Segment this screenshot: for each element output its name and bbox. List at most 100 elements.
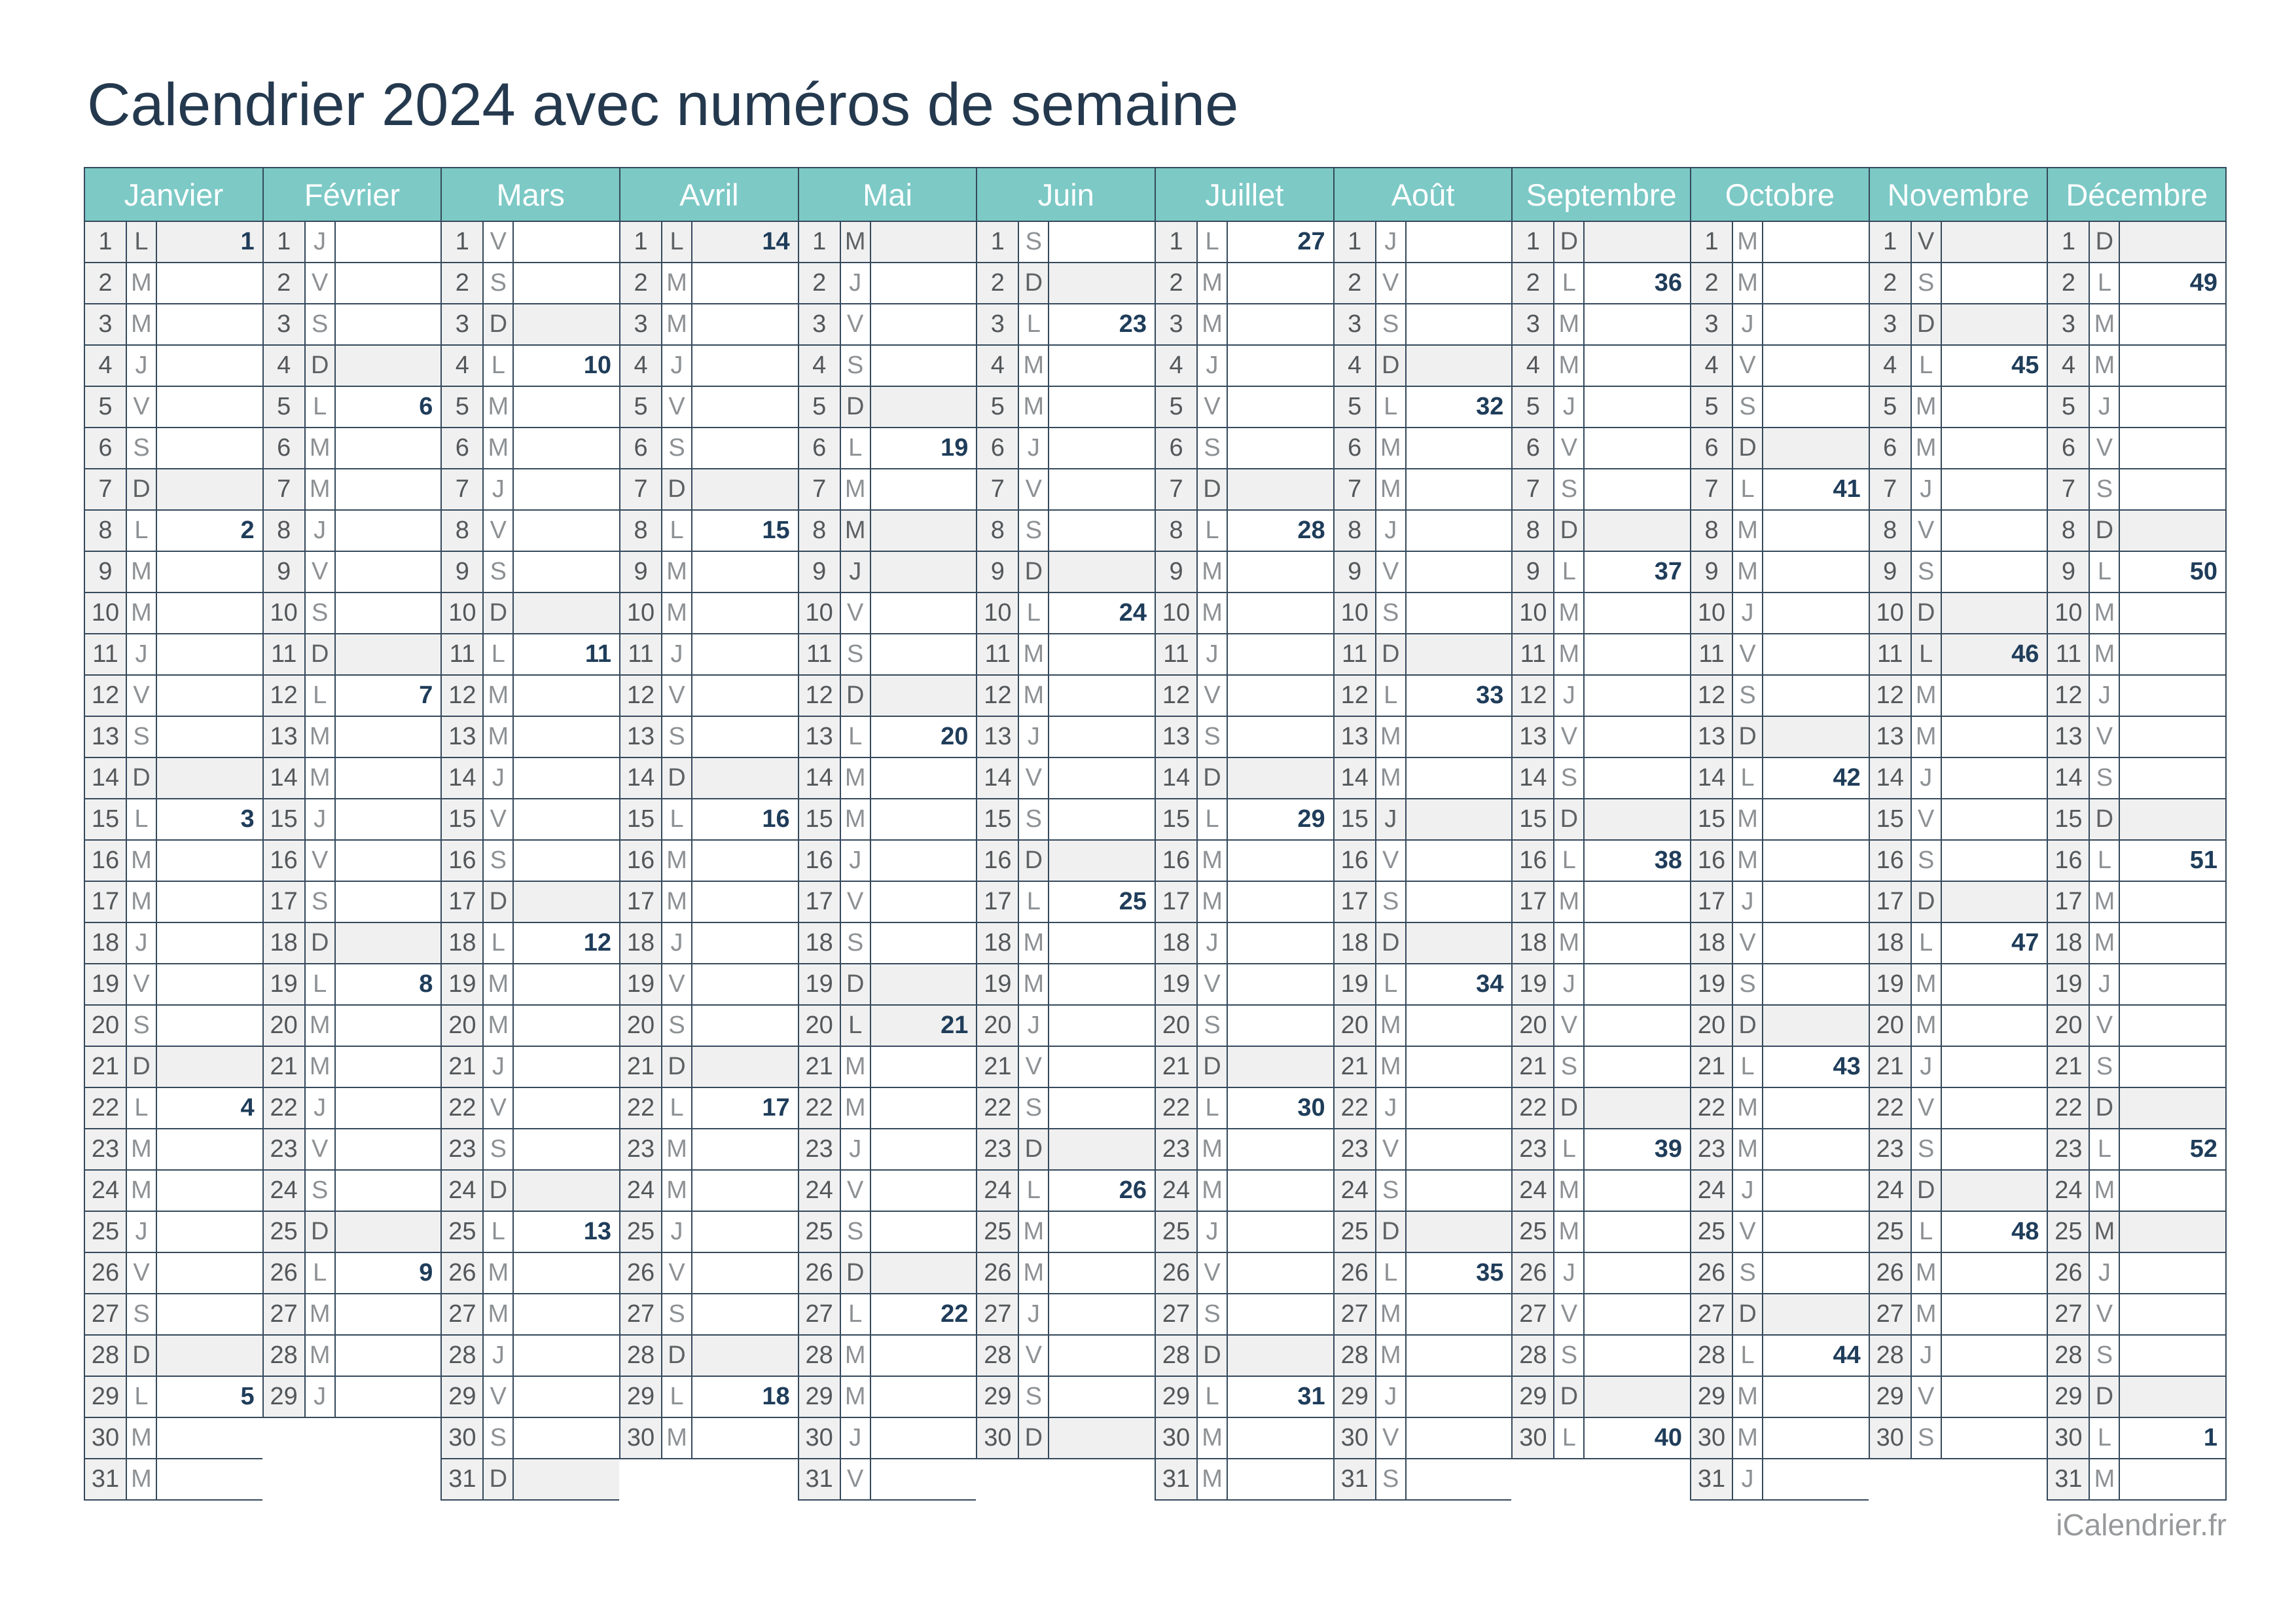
day-row: 26 M [977,1253,1155,1294]
week-number-cell [336,1377,441,1417]
day-row: 20 V [1513,1006,1691,1047]
day-letter-cell: J [127,634,157,674]
week-number-cell [692,469,798,509]
week-number-cell [1763,511,1869,551]
day-row: 24 S [1334,1171,1512,1212]
week-number-cell [514,469,619,509]
week-number-cell [1228,1171,1333,1211]
week-number-cell [871,469,977,509]
day-letter-cell: D [1019,841,1050,881]
day-number-cell: 26 [977,1253,1020,1293]
day-number-cell: 28 [1513,1336,1555,1376]
day-letter-cell: M [306,758,336,798]
day-letter-cell: M [2090,346,2121,386]
week-number-cell [1049,1088,1155,1128]
day-number-cell: 14 [1869,758,1912,798]
day-letter-cell: S [1733,676,1764,716]
day-row: 29 S [977,1377,1155,1418]
day-row: 28 J [442,1336,620,1377]
day-letter-cell: S [1733,387,1764,427]
week-number-cell [1228,882,1333,922]
day-number-cell: 24 [2048,1171,2090,1211]
day-row: 26 J [2048,1253,2226,1294]
week-number-cell [1942,304,2047,344]
day-letter-cell: D [1198,758,1229,798]
day-row: 16 M [85,841,262,882]
day-letter-cell: J [1019,1294,1050,1334]
week-number-cell [514,511,619,551]
week-number-cell [1585,1006,1690,1046]
week-number-cell [1942,1418,2047,1458]
day-number-cell: 13 [1334,717,1376,757]
day-letter-cell: M [662,841,693,881]
day-row: 16 S [1869,841,2047,882]
day-letter-cell: L [1198,799,1229,839]
month-column-septembre: Septembre 1 D 2 L 36 3 M 4 M 5 J 6 V 7 S 8 D 9 L 37 10 M 11 M 12 J… [1511,167,1691,1459]
week-number-cell [1228,676,1333,716]
day-number-cell: 19 [1513,964,1555,1004]
day-row: 25 J [85,1212,262,1253]
day-number-cell: 27 [1334,1294,1376,1334]
day-letter-cell: D [1733,1006,1764,1046]
day-number-cell: 5 [1156,387,1198,427]
day-row: 4 L 45 [1869,346,2047,387]
week-number-cell [692,1253,798,1293]
day-number-cell: 28 [2048,1336,2090,1376]
week-number-cell [157,263,262,303]
day-letter-cell: S [1198,717,1229,757]
day-letter-cell: L [1198,1088,1229,1128]
day-letter-cell: L [306,1253,336,1293]
week-number-cell [1228,1418,1333,1458]
day-number-cell: 24 [1156,1171,1198,1211]
day-number-cell: 25 [798,1212,841,1252]
day-row: 19 M [977,964,1155,1006]
week-number-cell [871,882,977,922]
day-row: 29 J [1334,1377,1512,1418]
day-row: 28 S [1513,1336,1691,1377]
day-letter-cell: V [2090,428,2121,468]
day-number-cell: 6 [620,428,663,468]
day-letter-cell: S [1554,1336,1585,1376]
day-letter-cell: V [484,222,514,262]
day-number-cell: 18 [1869,923,1912,963]
day-row: 9 L 50 [2048,552,2226,593]
day-number-cell: 24 [85,1171,127,1211]
day-row: 23 S [1869,1129,2047,1171]
day-letter-cell: S [1376,1171,1407,1211]
week-number-cell [1228,1294,1333,1334]
week-number-cell [157,1047,262,1087]
day-letter-cell: M [1198,1129,1229,1169]
day-letter-cell: S [2090,1336,2121,1376]
day-number-cell: 26 [1513,1253,1555,1293]
day-number-cell: 4 [442,346,484,386]
day-number-cell: 18 [798,923,841,963]
week-number-cell: 16 [762,805,790,833]
day-row: 23 D [977,1129,1155,1171]
day-letter-cell: V [127,964,157,1004]
day-row: 17 M [1156,882,1333,923]
day-number-cell: 11 [2048,634,2090,674]
day-row: 12 D [798,676,977,717]
day-letter-cell: S [1554,1047,1585,1087]
day-number-cell: 7 [977,469,1020,509]
day-letter-cell: M [1376,1336,1407,1376]
day-row: 11 J [620,634,798,676]
day-letter-cell: M [1733,841,1764,881]
day-row: 11 S [798,634,977,676]
week-number-cell [2120,222,2225,262]
day-row: 20 J [977,1006,1155,1047]
day-letter-cell: M [841,511,871,551]
day-number-cell: 19 [1156,964,1198,1004]
month-header: Février [263,167,441,222]
day-number-cell: 17 [1513,882,1555,922]
